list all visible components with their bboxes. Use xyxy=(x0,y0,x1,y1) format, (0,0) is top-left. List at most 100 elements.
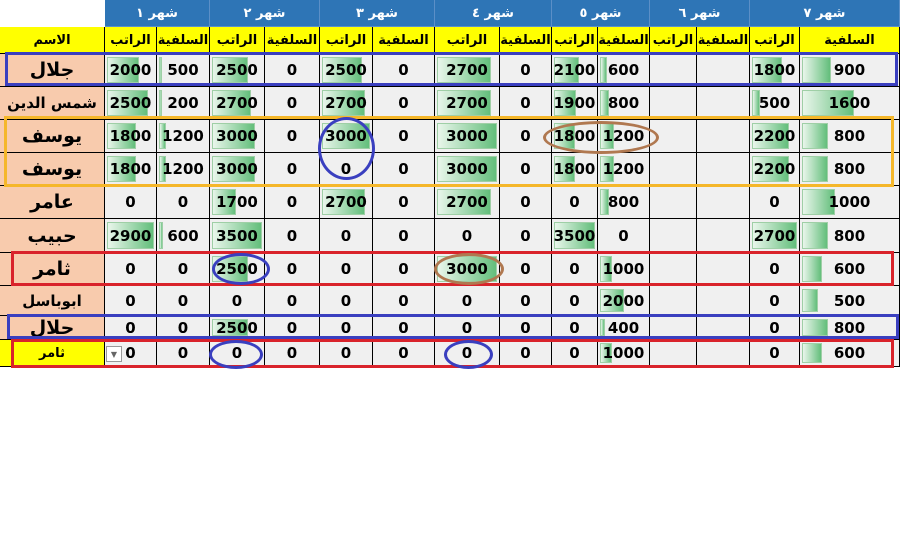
salary-cell[interactable]: 0 xyxy=(750,286,800,316)
advance-cell[interactable]: 1000 xyxy=(598,253,650,286)
salary-cell[interactable]: 2700 xyxy=(435,186,500,219)
advance-cell[interactable] xyxy=(697,316,750,340)
salary-cell[interactable]: 0 xyxy=(552,340,598,367)
name-cell[interactable]: عامر xyxy=(0,186,105,219)
advance-cell[interactable]: 1200 xyxy=(598,120,650,153)
salary-cell[interactable] xyxy=(650,120,697,153)
advance-cell[interactable] xyxy=(697,219,750,253)
month-header-6[interactable]: شهر ٦ xyxy=(650,0,750,27)
salary-cell[interactable] xyxy=(650,186,697,219)
advance-column-header[interactable]: السلفية xyxy=(373,27,435,54)
salary-cell[interactable]: 2200 xyxy=(750,153,800,186)
advance-cell[interactable]: 0 xyxy=(157,286,210,316)
salary-column-header[interactable]: الراتب xyxy=(552,27,598,54)
salary-cell[interactable]: 2100 xyxy=(552,54,598,87)
advance-cell[interactable]: 0 xyxy=(373,87,435,120)
advance-cell[interactable]: 0 xyxy=(157,253,210,286)
salary-cell[interactable]: 2500 xyxy=(210,253,265,286)
advance-cell[interactable]: 1200 xyxy=(157,120,210,153)
salary-cell[interactable]: 2700 xyxy=(435,54,500,87)
advance-cell[interactable]: 0 xyxy=(373,120,435,153)
salary-cell[interactable]: 0 xyxy=(552,253,598,286)
name-cell[interactable]: جلال xyxy=(0,316,105,340)
advance-cell[interactable]: 0 xyxy=(265,340,320,367)
salary-cell[interactable]: 1900 xyxy=(552,87,598,120)
salary-cell[interactable] xyxy=(650,316,697,340)
advance-cell[interactable]: 0 xyxy=(157,316,210,340)
salary-column-header[interactable]: الراتب xyxy=(750,27,800,54)
name-column-header[interactable]: الاسم xyxy=(0,27,105,54)
salary-cell[interactable]: 2500 xyxy=(320,54,373,87)
advance-cell[interactable]: 0 xyxy=(265,87,320,120)
salary-cell[interactable]: 0 xyxy=(750,340,800,367)
salary-cell[interactable]: 0 xyxy=(750,186,800,219)
advance-cell[interactable]: 0 xyxy=(500,54,552,87)
advance-column-header[interactable]: السلفية xyxy=(157,27,210,54)
advance-cell[interactable]: 0 xyxy=(157,340,210,367)
name-cell[interactable]: حبيب xyxy=(0,219,105,253)
advance-cell[interactable]: 0 xyxy=(373,316,435,340)
salary-cell[interactable] xyxy=(650,340,697,367)
advance-column-header[interactable]: السلفية xyxy=(800,27,900,54)
salary-cell[interactable]: 0 xyxy=(750,316,800,340)
advance-cell[interactable]: 0 xyxy=(373,186,435,219)
advance-cell[interactable]: 0 xyxy=(500,316,552,340)
advance-cell[interactable] xyxy=(697,253,750,286)
advance-cell[interactable] xyxy=(697,120,750,153)
name-cell[interactable]: شمس الدين xyxy=(0,87,105,120)
advance-cell[interactable]: 800 xyxy=(800,316,900,340)
advance-cell[interactable]: 900 xyxy=(800,54,900,87)
salary-column-header[interactable]: الراتب xyxy=(320,27,373,54)
month-header-7[interactable]: شهر ٧ xyxy=(750,0,900,27)
salary-cell[interactable]: 2500 xyxy=(210,54,265,87)
advance-cell[interactable]: 800 xyxy=(598,186,650,219)
salary-cell[interactable]: 2500 xyxy=(210,316,265,340)
salary-cell[interactable]: 2500 xyxy=(105,87,157,120)
salary-cell[interactable]: 0 xyxy=(320,316,373,340)
salary-cell[interactable]: 1800 xyxy=(552,153,598,186)
advance-cell[interactable]: 0 xyxy=(500,120,552,153)
salary-cell[interactable]: 1800 xyxy=(105,120,157,153)
salary-cell[interactable]: 0 xyxy=(435,219,500,253)
advance-cell[interactable]: 1600 xyxy=(800,87,900,120)
advance-cell[interactable]: 0 xyxy=(265,54,320,87)
advance-cell[interactable]: 1000 xyxy=(800,186,900,219)
advance-cell[interactable]: 0 xyxy=(500,286,552,316)
advance-cell[interactable]: 0 xyxy=(500,87,552,120)
advance-cell[interactable]: 0 xyxy=(500,253,552,286)
salary-cell[interactable]: 2700 xyxy=(320,186,373,219)
advance-cell[interactable]: 400 xyxy=(598,316,650,340)
advance-cell[interactable]: 800 xyxy=(800,219,900,253)
advance-cell[interactable]: 800 xyxy=(800,153,900,186)
advance-column-header[interactable]: السلفية xyxy=(265,27,320,54)
salary-cell[interactable]: 2700 xyxy=(210,87,265,120)
advance-cell[interactable]: 2000 xyxy=(598,286,650,316)
advance-cell[interactable]: 0 xyxy=(265,253,320,286)
advance-cell[interactable]: 0 xyxy=(500,186,552,219)
salary-cell[interactable]: 0 xyxy=(552,316,598,340)
salary-cell[interactable]: 0 xyxy=(320,286,373,316)
salary-cell[interactable]: 0 xyxy=(320,153,373,186)
advance-cell[interactable]: 0 xyxy=(500,340,552,367)
advance-cell[interactable]: 0 xyxy=(265,316,320,340)
salary-cell[interactable]: 0 xyxy=(320,253,373,286)
name-cell[interactable]: ثامر xyxy=(0,253,105,286)
advance-cell[interactable]: 0 xyxy=(265,153,320,186)
salary-cell[interactable]: 2700 xyxy=(435,87,500,120)
advance-cell[interactable]: 600 xyxy=(800,340,900,367)
salary-cell[interactable]: 2700 xyxy=(320,87,373,120)
salary-cell[interactable]: 0 xyxy=(435,340,500,367)
advance-cell[interactable]: 0 xyxy=(265,186,320,219)
advance-cell[interactable]: 0 xyxy=(598,219,650,253)
advance-cell[interactable]: 0 xyxy=(265,120,320,153)
advance-cell[interactable]: 800 xyxy=(598,87,650,120)
advance-column-header[interactable]: السلفية xyxy=(598,27,650,54)
name-cell[interactable]: ثامر xyxy=(0,340,105,367)
salary-cell[interactable] xyxy=(650,253,697,286)
salary-cell[interactable]: 3000 xyxy=(320,120,373,153)
advance-cell[interactable]: 500 xyxy=(157,54,210,87)
name-cell[interactable]: يوسف xyxy=(0,153,105,186)
salary-cell[interactable]: 1700 xyxy=(210,186,265,219)
advance-cell[interactable]: 0 xyxy=(373,153,435,186)
advance-cell[interactable]: 0 xyxy=(373,286,435,316)
